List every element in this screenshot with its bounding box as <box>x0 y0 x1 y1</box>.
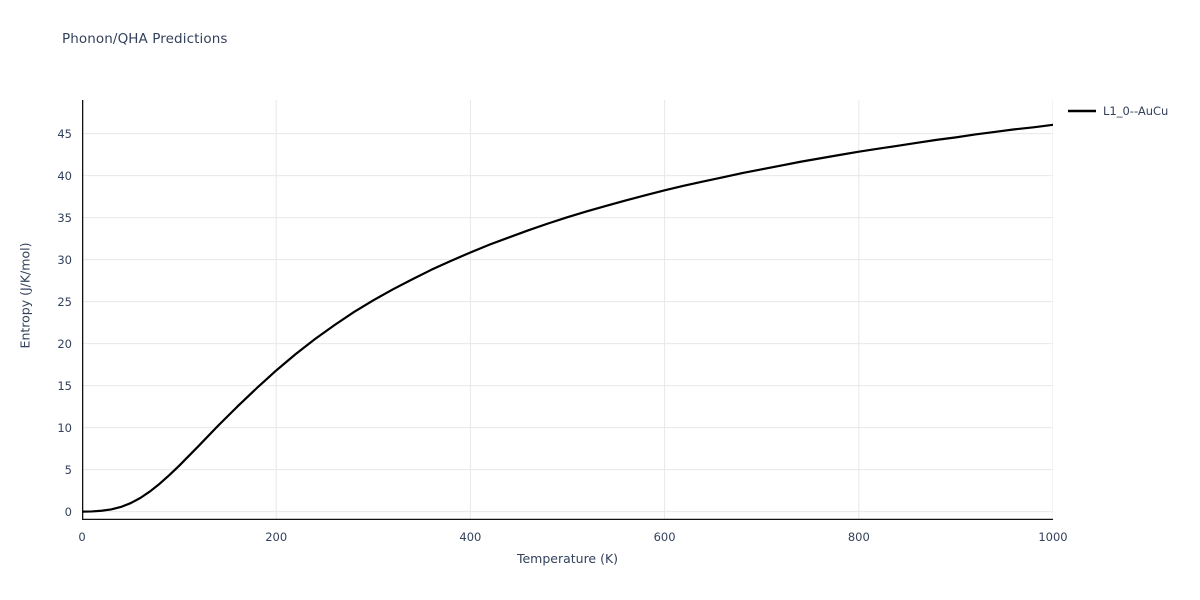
y-tick-label: 20 <box>57 336 72 351</box>
legend-line-swatch <box>1068 109 1096 113</box>
chart-title: Phonon/QHA Predictions <box>62 31 228 47</box>
y-tick-label: 40 <box>57 168 72 183</box>
x-tick-label: 0 <box>78 530 86 544</box>
y-tick-label: 35 <box>57 210 72 225</box>
x-tick-label: 200 <box>265 530 288 544</box>
axis-spines <box>82 100 1053 520</box>
plot-area <box>82 100 1053 520</box>
y-tick-label: 25 <box>57 294 72 309</box>
y-tick-label: 10 <box>57 420 72 435</box>
x-tick-label: 600 <box>653 530 676 544</box>
y-axis-label: Entropy (J/K/mol) <box>17 242 33 349</box>
legend-label: L1_0--AuCu <box>1103 104 1169 118</box>
x-axis-label: Temperature (K) <box>516 551 619 566</box>
y-tick-label: 15 <box>57 378 72 393</box>
y-tick-label: 30 <box>57 252 72 267</box>
plot-svg <box>82 100 1053 520</box>
y-tick-label: 5 <box>64 462 72 477</box>
minor-ticks <box>82 100 1004 520</box>
data-series <box>82 123 1053 513</box>
x-tick-label: 1000 <box>1038 530 1068 544</box>
x-tick-label: 800 <box>847 530 870 544</box>
legend[interactable]: L1_0--AuCu <box>1068 104 1168 118</box>
y-tick-label: 0 <box>64 504 72 519</box>
x-tick-label: 400 <box>459 530 482 544</box>
gridlines <box>82 100 1053 520</box>
y-tick-label: 45 <box>57 126 72 141</box>
major-ticks <box>82 134 1053 520</box>
